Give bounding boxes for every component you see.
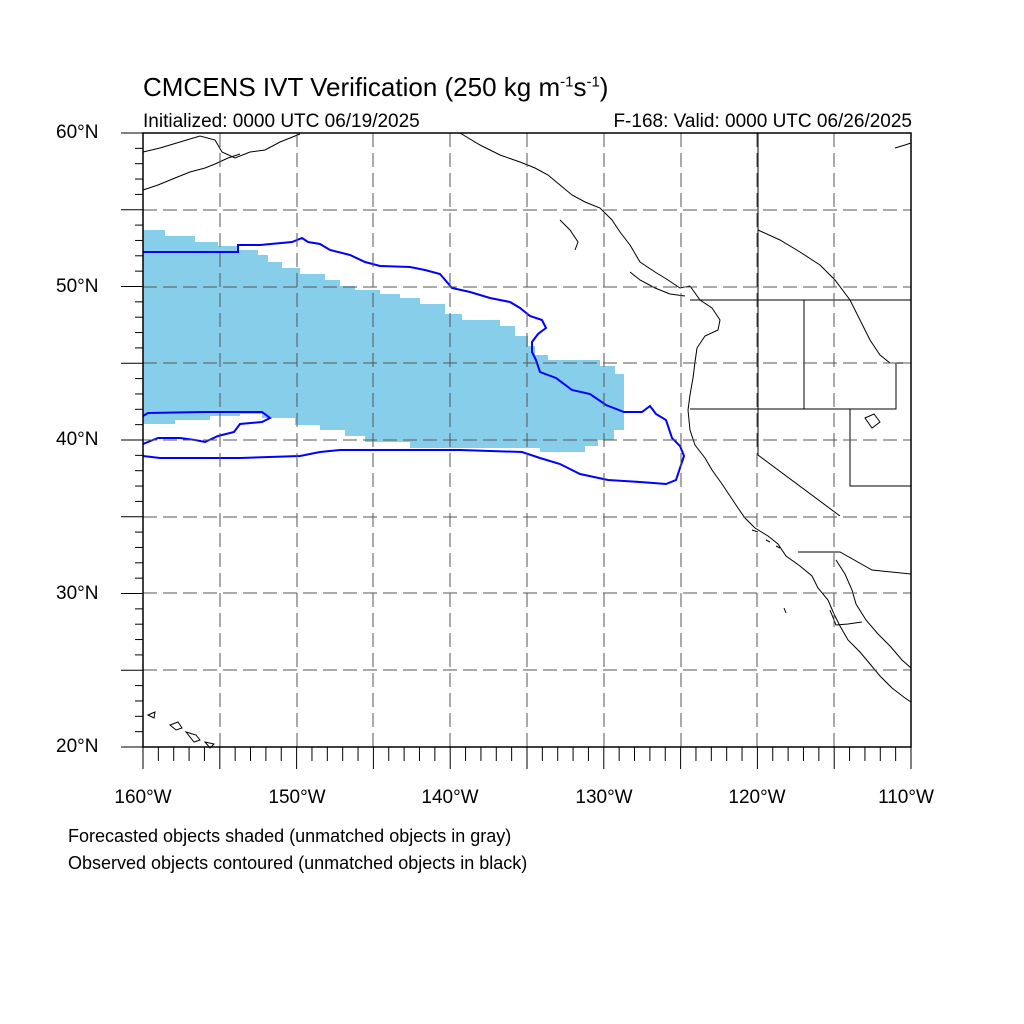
- forecast-ivt-object: [143, 230, 624, 452]
- observed-ivt-contour-main: [142, 236, 686, 486]
- graticule: [143, 133, 911, 747]
- lat-label-50: 50°N: [56, 276, 99, 297]
- initialized-time: Initialized: 0000 UTC 06/19/2025: [143, 111, 420, 132]
- valid-time: F-168: Valid: 0000 UTC 06/26/2025: [613, 111, 912, 132]
- axis-ticks: [121, 132, 912, 769]
- lat-label-60: 60°N: [56, 122, 99, 143]
- lat-label-30: 30°N: [56, 583, 99, 604]
- forecast-note: Forecasted objects shaded (unmatched obj…: [68, 826, 512, 846]
- lat-label-40: 40°N: [56, 429, 99, 450]
- lat-label-20: 20°N: [56, 736, 99, 757]
- observed-note: Observed objects contoured (unmatched ob…: [68, 853, 528, 873]
- lon-label-150w: 150°W: [268, 787, 326, 808]
- lon-label-120w: 120°W: [728, 787, 786, 808]
- observed-ivt-contour-small: [142, 411, 272, 445]
- map-title: CMCENS IVT Verification (250 kg m-1s-1): [143, 72, 609, 102]
- coastlines: [142, 132, 912, 749]
- lon-label-160w: 160°W: [114, 787, 172, 808]
- lon-label-110w: 110°W: [878, 787, 934, 808]
- lon-label-140w: 140°W: [421, 787, 479, 808]
- lon-label-130w: 130°W: [575, 787, 633, 808]
